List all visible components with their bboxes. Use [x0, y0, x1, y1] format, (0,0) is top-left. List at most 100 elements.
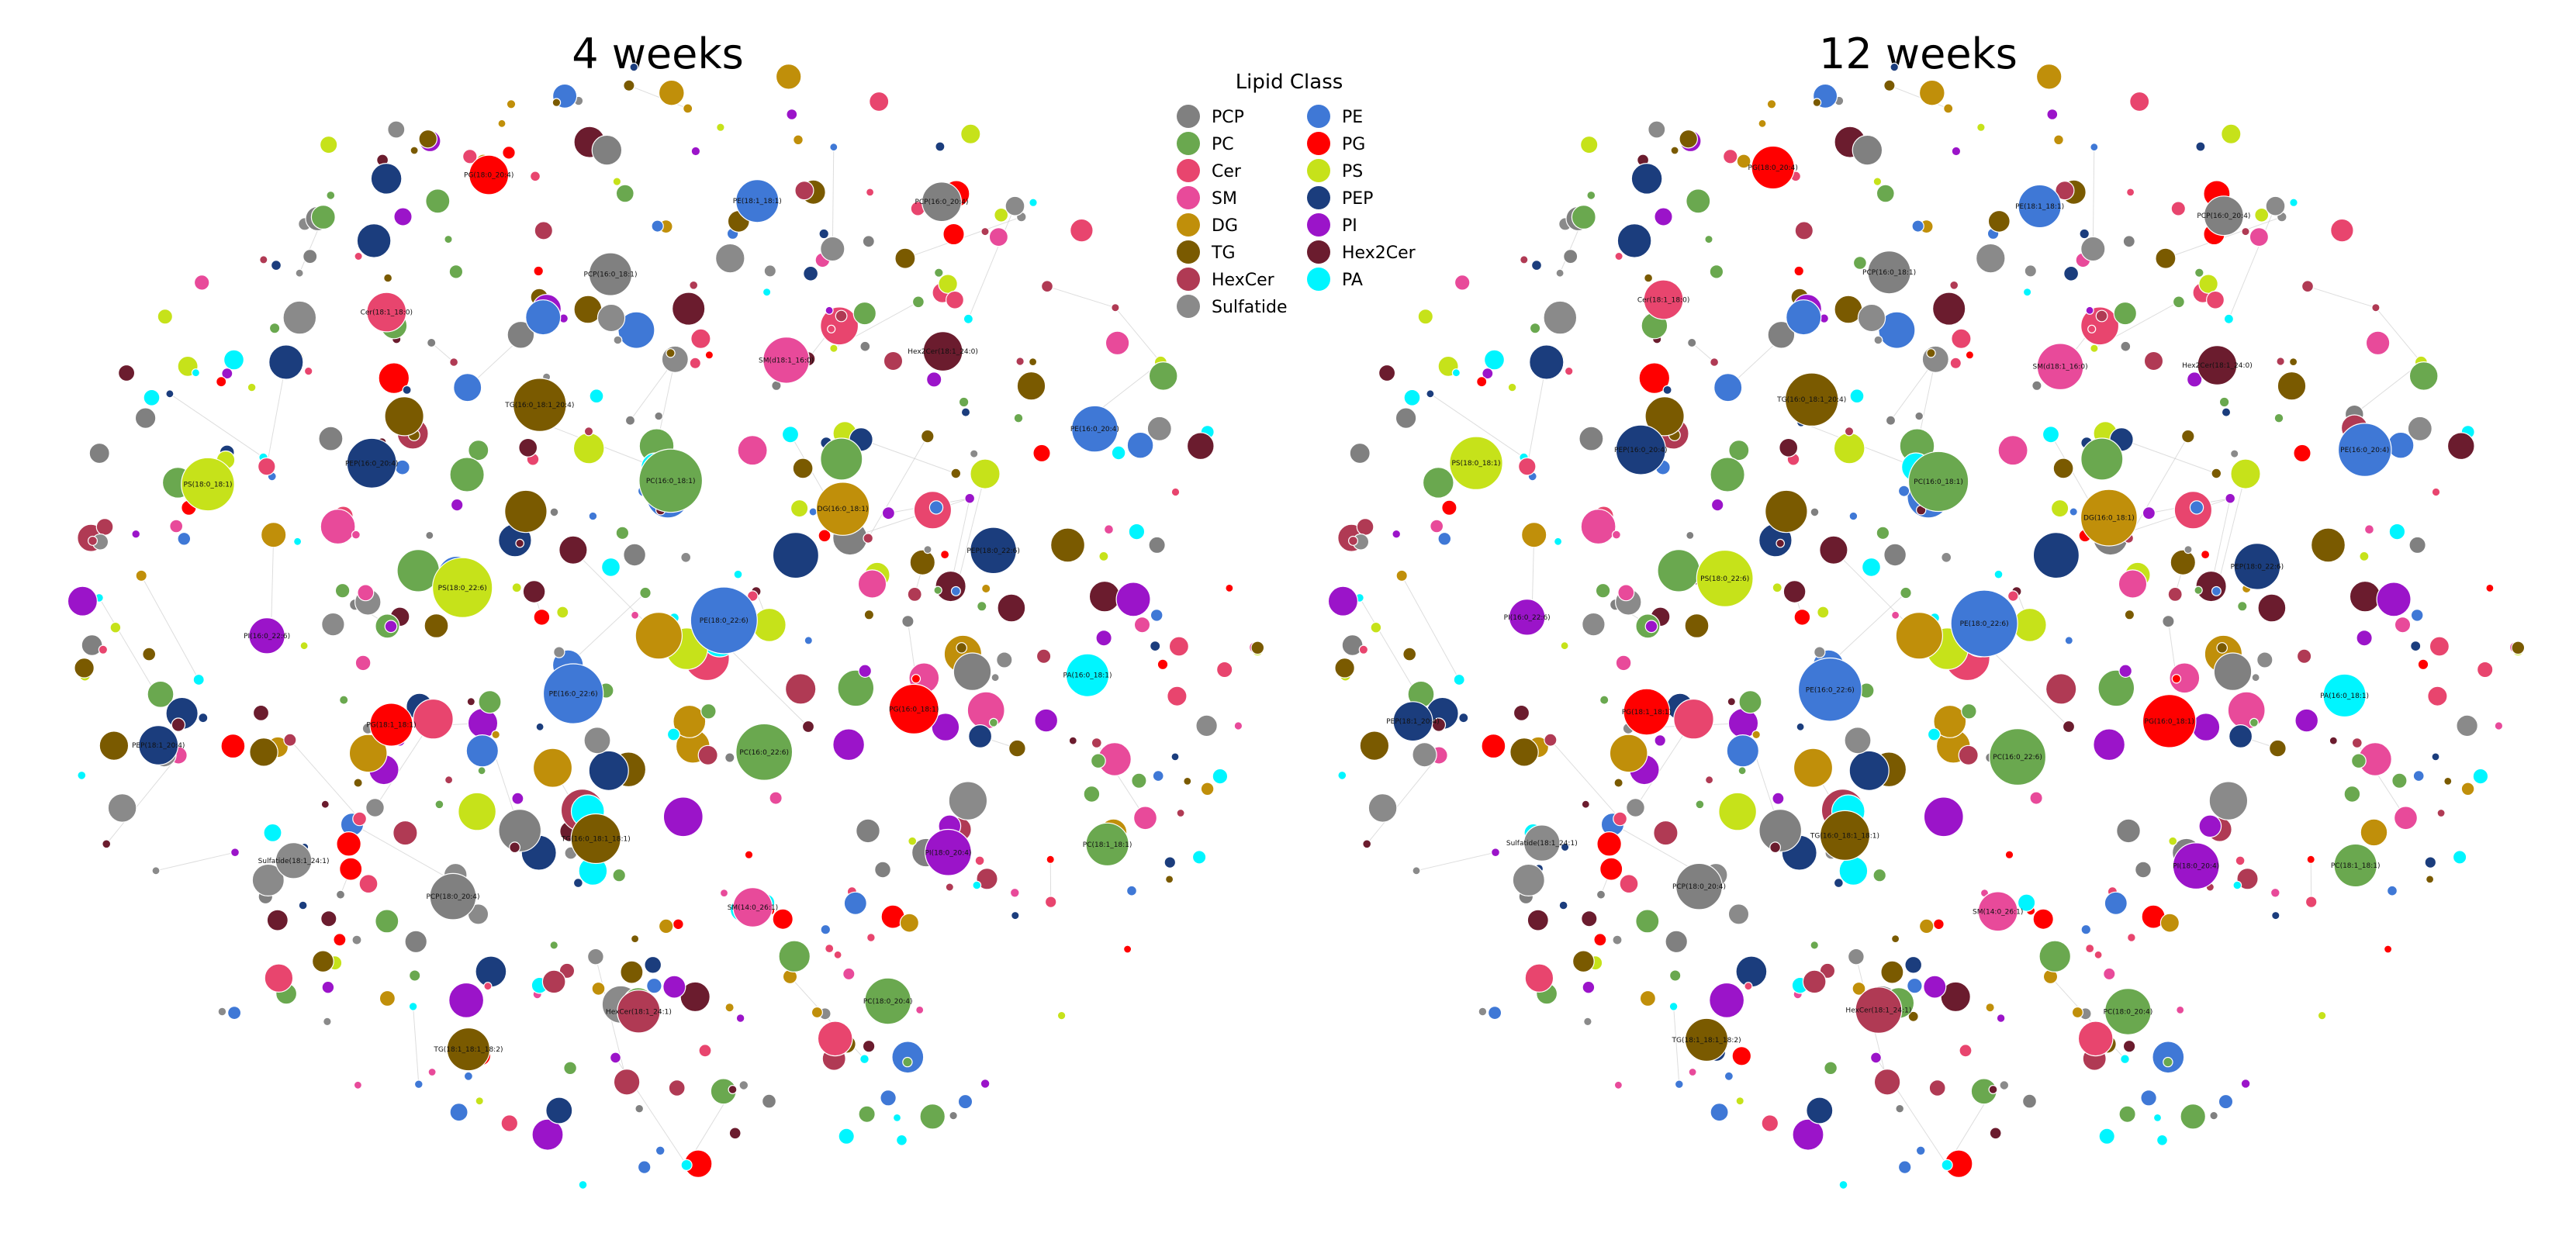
network-node [2064, 636, 2073, 645]
network-node [988, 717, 998, 727]
network-node [950, 468, 962, 479]
network-nodes-4-weeks: PE(18:0_22:6) PE(16:0_22:6) PC(16:0_18:1) P… [67, 62, 1265, 1190]
network-node [2394, 616, 2412, 634]
network-node [1976, 123, 1986, 132]
network-node [1036, 648, 1052, 664]
network-node [321, 612, 345, 637]
network-node [2181, 429, 2195, 444]
network-edge [1401, 575, 1460, 680]
network-node [1883, 543, 1907, 567]
network-node-pa [1065, 653, 1110, 697]
network-node-pc [864, 977, 912, 1025]
network-node [1814, 646, 1826, 658]
network-edge [2092, 147, 2095, 250]
network-node [818, 529, 832, 543]
network-node-label: PG(18:0_20:4) [1748, 164, 1798, 172]
network-node [326, 190, 336, 200]
network-node [829, 143, 838, 152]
network-node [1849, 389, 1865, 404]
network-node [532, 748, 573, 788]
network-node [1483, 349, 1505, 371]
network-node [2022, 1093, 2038, 1109]
network-node [1402, 647, 1417, 661]
network-node [1370, 621, 1382, 634]
network-node [2029, 791, 2043, 805]
network-node [2456, 714, 2478, 737]
network-node [1630, 162, 1663, 195]
network-node [1996, 1014, 2006, 1023]
network-node [2113, 301, 2137, 326]
network-node [1810, 507, 1820, 517]
network-node [1876, 526, 1890, 541]
network-node [1168, 636, 1190, 657]
network-node [1580, 509, 1616, 545]
network-node [658, 918, 674, 934]
network-node [142, 647, 157, 661]
network-node [2126, 188, 2135, 197]
network-node [811, 1006, 824, 1019]
network-node-pc [2333, 843, 2377, 888]
network-node [683, 103, 693, 114]
network-node [2225, 492, 2236, 504]
network-node [303, 366, 313, 376]
network-node [572, 878, 583, 889]
network-node [2391, 772, 2408, 789]
network-node [2270, 887, 2280, 898]
network-edge [2228, 206, 2276, 319]
network-node [980, 1078, 991, 1089]
network-node [1612, 934, 1623, 945]
network-node [949, 1110, 958, 1121]
network-edge [967, 206, 1015, 319]
network-node-pc [638, 448, 704, 513]
network-node-pg [1751, 145, 1795, 190]
network-node [827, 324, 836, 333]
network-node [2410, 609, 2424, 622]
network-node [1872, 868, 1886, 882]
network-node [661, 345, 689, 373]
network-node [2094, 950, 2103, 959]
network-node [2305, 896, 2318, 908]
network-edge [349, 821, 454, 882]
network-node [410, 146, 419, 155]
network-node [1844, 727, 1872, 755]
panel-title-4-weeks: 4 weeks [572, 29, 744, 78]
network-node [318, 426, 344, 451]
network-node-label: PE(18:1_18:1) [733, 198, 782, 206]
network-node [2118, 569, 2148, 599]
network-node [1513, 704, 1530, 722]
network-node [534, 221, 554, 240]
network-node [1668, 1001, 1679, 1011]
network-node [531, 1118, 564, 1151]
network-node [778, 940, 811, 973]
network-node [935, 141, 946, 152]
network-node-label: PS(18:0_22:6) [438, 585, 487, 592]
network-node [299, 641, 309, 651]
network-node [1507, 382, 1517, 392]
network-node-label: PI(18:0_20:4) [2173, 863, 2219, 871]
network-node [832, 728, 865, 762]
network-node [2256, 651, 2273, 668]
network-node [1726, 734, 1759, 768]
network-node [354, 251, 363, 261]
network-node [1668, 969, 1682, 982]
network-node [1560, 641, 1569, 651]
network-node-sm [2036, 343, 2084, 391]
network-node [1133, 616, 1151, 634]
network-node [525, 299, 562, 336]
network-node [107, 793, 137, 823]
network-node [1872, 177, 1883, 186]
network-node [2140, 1090, 2157, 1107]
network-node [901, 615, 915, 628]
network-node [907, 586, 922, 603]
network-node [549, 507, 559, 517]
network-node [293, 537, 303, 546]
network-node [216, 376, 227, 388]
network-node [724, 1002, 735, 1013]
network-node [1530, 260, 1542, 271]
network-node [1686, 530, 1695, 541]
network-node [1997, 435, 2028, 466]
network-node [2163, 1056, 2173, 1068]
network-node-label: PG(18:0_20:4) [464, 172, 513, 180]
network-node [1684, 613, 1710, 638]
network-node-hexcer [617, 990, 661, 1034]
